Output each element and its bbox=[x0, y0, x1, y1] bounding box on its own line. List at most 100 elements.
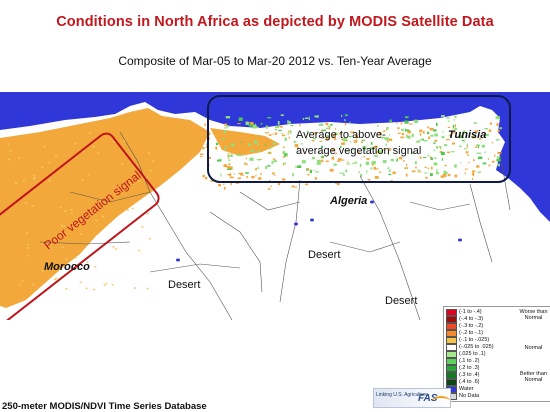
fas-swoosh-icon bbox=[432, 396, 450, 406]
below-average-speck bbox=[21, 280, 24, 282]
above-average-speck bbox=[435, 172, 440, 175]
below-average-speck bbox=[338, 133, 342, 135]
below-average-speck bbox=[7, 143, 10, 146]
below-average-speck bbox=[400, 136, 405, 139]
legend-swatch bbox=[446, 308, 457, 316]
above-average-speck bbox=[344, 114, 348, 117]
below-average-speck bbox=[74, 257, 77, 259]
legend-row: (-.2 to -.1) bbox=[446, 329, 483, 337]
below-average-speck bbox=[400, 122, 403, 125]
below-average-speck bbox=[466, 154, 469, 156]
above-average-speck bbox=[254, 140, 258, 144]
below-average-speck bbox=[299, 123, 301, 127]
above-average-speck bbox=[230, 143, 235, 147]
above-average-speck bbox=[366, 170, 368, 174]
above-average-speck bbox=[430, 134, 434, 137]
below-average-speck bbox=[239, 144, 242, 148]
legend-row: (.025 to .1) bbox=[446, 350, 486, 358]
above-average-speck bbox=[233, 173, 235, 175]
below-average-speck bbox=[260, 158, 262, 160]
below-average-speck bbox=[94, 266, 97, 268]
below-average-speck bbox=[255, 168, 257, 171]
above-average-speck bbox=[404, 120, 409, 124]
above-average-speck bbox=[256, 159, 259, 161]
below-average-speck bbox=[427, 167, 430, 170]
admin-boundaries bbox=[39, 131, 511, 320]
above-average-speck bbox=[441, 158, 443, 161]
legend-swatch bbox=[446, 329, 457, 337]
below-average-speckles bbox=[200, 122, 502, 190]
above-average-speck bbox=[459, 131, 461, 135]
inland-water-body bbox=[294, 222, 298, 226]
above-average-speck bbox=[314, 115, 319, 118]
above-average-speck bbox=[442, 131, 444, 133]
below-average-speck bbox=[132, 174, 135, 177]
below-average-speck bbox=[26, 232, 29, 234]
above-average-speck bbox=[333, 163, 337, 166]
below-average-speck bbox=[329, 168, 334, 172]
below-average-speck bbox=[392, 171, 396, 175]
above-average-speck bbox=[345, 169, 347, 173]
legend-label: Water bbox=[459, 386, 474, 393]
below-average-speck bbox=[389, 147, 391, 151]
below-average-speck bbox=[97, 152, 100, 154]
above-average-speck bbox=[301, 160, 306, 164]
below-average-speck bbox=[313, 132, 316, 134]
below-average-speck bbox=[237, 177, 242, 179]
below-average-speck bbox=[15, 182, 17, 184]
above-average-speck bbox=[389, 169, 391, 172]
above-average-speck bbox=[318, 150, 320, 153]
above-average-speck bbox=[477, 156, 483, 159]
below-average-speck bbox=[48, 179, 51, 182]
below-average-speck bbox=[427, 126, 430, 129]
below-average-speck bbox=[74, 142, 77, 145]
below-average-speck bbox=[474, 146, 478, 148]
above-average-speck bbox=[496, 156, 501, 159]
below-average-speck bbox=[244, 162, 247, 165]
above-average-speck bbox=[326, 134, 329, 137]
above-average-speck bbox=[370, 142, 373, 145]
above-average-speck bbox=[292, 173, 294, 177]
below-average-speck bbox=[353, 140, 358, 143]
below-average-speck bbox=[385, 129, 388, 131]
desert-label-2: Desert bbox=[308, 249, 340, 261]
above-average-speck bbox=[381, 136, 386, 139]
below-average-speck bbox=[237, 123, 241, 125]
above-average-speck bbox=[361, 139, 365, 141]
below-average-speck bbox=[228, 163, 231, 166]
above-average-speck bbox=[226, 168, 232, 170]
above-average-speck bbox=[369, 147, 375, 150]
below-average-speck bbox=[335, 128, 337, 131]
above-average-speck bbox=[461, 140, 465, 141]
above-average-speck bbox=[223, 130, 227, 133]
above-average-speck bbox=[344, 119, 346, 121]
above-average-speck bbox=[443, 171, 448, 174]
below-average-speck bbox=[465, 151, 469, 154]
legend-swatch bbox=[446, 357, 457, 365]
below-average-speck bbox=[18, 157, 21, 159]
below-average-speck bbox=[366, 158, 370, 160]
above-average-speckles bbox=[7, 114, 502, 291]
above-average-speck bbox=[423, 140, 428, 142]
above-average-speck bbox=[439, 146, 442, 150]
above-average-speck bbox=[273, 160, 277, 163]
below-average-speck bbox=[274, 174, 276, 176]
above-average-speck bbox=[257, 143, 260, 146]
above-average-speck bbox=[224, 146, 228, 148]
below-average-speck bbox=[341, 138, 344, 141]
above-average-speck bbox=[284, 153, 287, 157]
above-average-speck bbox=[265, 125, 268, 129]
above-average-speck bbox=[281, 132, 283, 134]
below-average-speck bbox=[138, 249, 141, 252]
above-average-speck bbox=[454, 127, 458, 130]
above-average-speck bbox=[328, 125, 331, 127]
legend-label: (.2 to .3) bbox=[459, 365, 480, 372]
below-average-speck bbox=[325, 122, 329, 126]
above-average-speck bbox=[441, 135, 445, 139]
page-title: Conditions in North Africa as depicted b… bbox=[56, 14, 494, 30]
below-average-speck bbox=[439, 151, 443, 153]
below-average-speck bbox=[26, 247, 29, 249]
below-average-speck bbox=[338, 158, 342, 161]
below-average-speck bbox=[258, 177, 262, 180]
below-average-speck bbox=[442, 173, 447, 177]
